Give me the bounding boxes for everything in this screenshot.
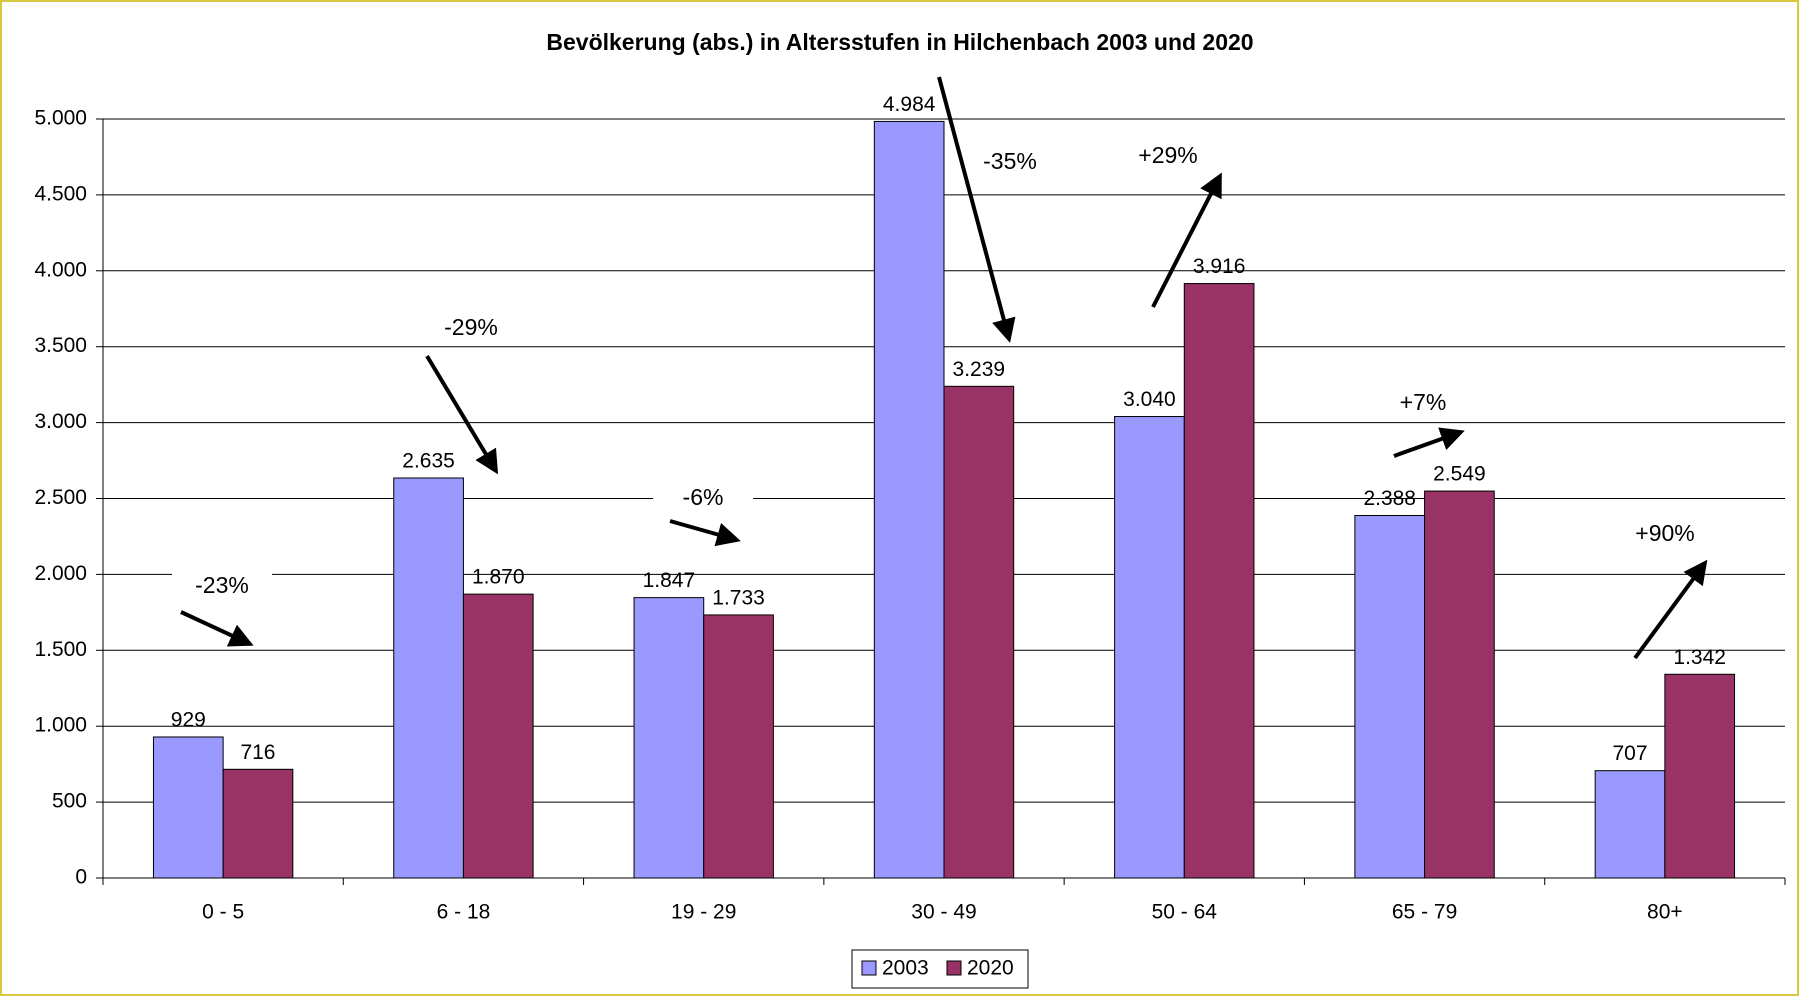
arrow: [1151, 172, 1222, 308]
x-tick-label: 80+: [1647, 901, 1683, 924]
value-label: 1.847: [643, 569, 696, 592]
y-tick-label: 3.000: [34, 410, 87, 433]
arrow: [425, 354, 499, 475]
annotation: -6%: [683, 484, 724, 510]
annotation: -23%: [195, 572, 249, 598]
annotation-bg: [653, 481, 753, 515]
y-tick-label: 4.500: [34, 182, 87, 205]
y-tick-label: 500: [52, 790, 87, 813]
value-label: 1.342: [1673, 646, 1726, 669]
bar: [1354, 515, 1426, 879]
x-tick-label: 19 - 29: [671, 901, 736, 924]
arrow: [1393, 427, 1465, 458]
annotation: +29%: [1138, 142, 1197, 168]
bar: [1594, 770, 1666, 879]
arrow: [669, 519, 741, 547]
legend-box: [851, 949, 1029, 989]
annotation-bg: [172, 569, 272, 603]
x-tick-label: 6 - 18: [437, 901, 491, 924]
bar: [1424, 490, 1495, 879]
annotation-bg: [1373, 386, 1473, 420]
annotation: +7%: [1400, 389, 1447, 415]
bar: [1114, 416, 1185, 879]
legend-swatch: [861, 960, 877, 976]
bar: [462, 593, 534, 879]
value-label: 707: [1612, 742, 1647, 765]
value-label: 2.388: [1363, 487, 1416, 510]
legend-label: 2020: [967, 957, 1014, 980]
value-label: 3.040: [1123, 388, 1176, 411]
value-label: 2.549: [1433, 463, 1486, 486]
arrow: [1633, 559, 1708, 660]
bar: [222, 768, 294, 879]
legend-label: 2003: [882, 957, 929, 980]
bar: [1183, 283, 1255, 879]
bar: [873, 120, 945, 879]
annotation: -29%: [444, 314, 498, 340]
value-label: 3.916: [1193, 255, 1246, 278]
y-tick-label: 2.500: [34, 486, 87, 509]
y-tick-label: 4.000: [34, 258, 87, 281]
arrow: [180, 610, 254, 647]
bar: [703, 614, 774, 879]
value-label: 2.635: [402, 450, 455, 473]
bar: [393, 477, 464, 879]
x-tick-label: 30 - 49: [911, 901, 976, 924]
x-tick-label: 65 - 79: [1392, 901, 1457, 924]
annotation-bg: [1118, 139, 1218, 173]
y-tick-label: 5.000: [34, 107, 87, 130]
annotation-bg: [421, 311, 521, 345]
annotation: +90%: [1635, 520, 1694, 546]
annotation-bg: [960, 145, 1060, 179]
y-tick-label: 1.000: [34, 714, 87, 737]
value-label: 1.870: [472, 566, 525, 589]
x-tick-label: 50 - 64: [1152, 901, 1218, 924]
annotation-bg: [1615, 517, 1715, 551]
value-label: 1.733: [712, 586, 765, 609]
y-tick-label: 1.500: [34, 638, 87, 661]
value-label: 4.984: [883, 93, 936, 116]
legend-swatch: [946, 960, 962, 976]
bar: [1664, 673, 1736, 879]
chart-title: Bevölkerung (abs.) in Altersstufen in Hi…: [546, 29, 1253, 55]
bar: [152, 736, 224, 879]
x-tick-label: 0 - 5: [202, 901, 244, 924]
bar: [943, 385, 1015, 879]
bar: [633, 597, 705, 879]
annotation: -35%: [983, 148, 1037, 174]
value-label: 929: [171, 709, 206, 732]
value-label: 3.239: [953, 358, 1006, 381]
y-tick-label: 3.500: [34, 334, 87, 357]
arrow: [937, 76, 1016, 343]
y-tick-label: 0: [75, 866, 87, 889]
value-label: 716: [240, 741, 275, 764]
y-tick-label: 2.000: [34, 562, 87, 585]
